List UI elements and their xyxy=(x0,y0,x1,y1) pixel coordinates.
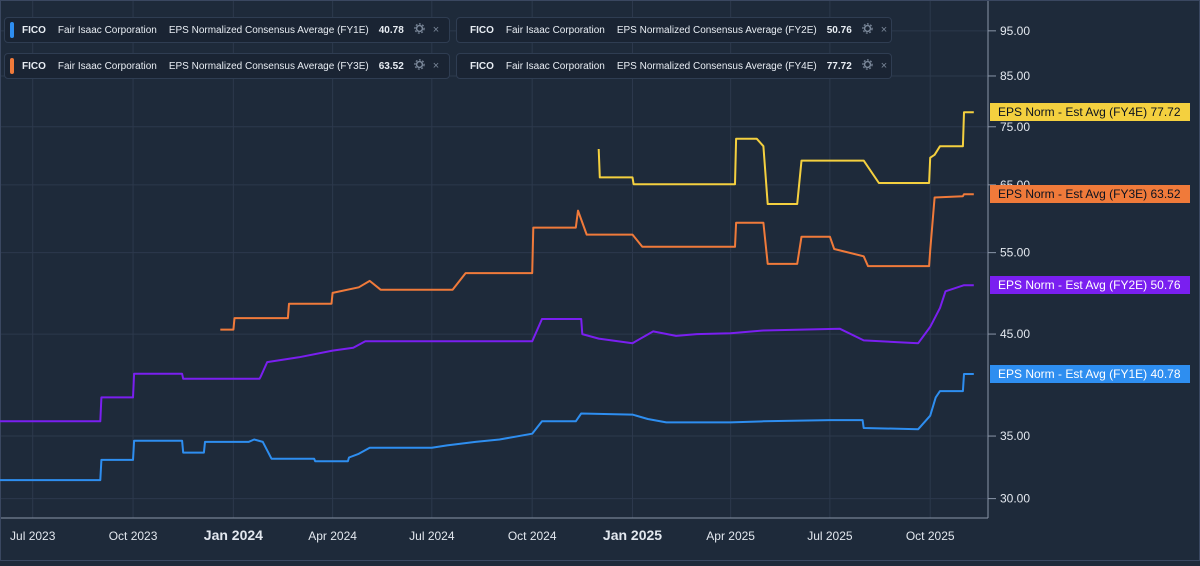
legend-swatch xyxy=(10,58,14,74)
value-tag-label: EPS Norm - Est Avg (FY1E) xyxy=(998,367,1148,382)
close-icon[interactable]: × xyxy=(432,60,440,72)
legend-item-fy1[interactable]: FICO Fair Isaac Corporation EPS Normalized… xyxy=(4,17,450,43)
legend-ticker: FICO xyxy=(470,24,494,36)
legend-ticker: FICO xyxy=(22,60,46,72)
legend-value: 50.76 xyxy=(826,24,852,36)
value-tag-fy3: EPS Norm - Est Avg (FY3E) 63.52 xyxy=(990,185,1190,204)
legend-metric: EPS Normalized Consensus Average (FY1E) xyxy=(168,24,369,36)
value-tag-label: EPS Norm - Est Avg (FY2E) xyxy=(998,278,1148,293)
legend-item-fy4[interactable]: FICO Fair Isaac Corporation EPS Normalized… xyxy=(456,53,892,79)
y-tick-label: 95.00 xyxy=(1000,24,1030,38)
x-tick-label: Oct 2025 xyxy=(906,529,955,543)
legend-value: 77.72 xyxy=(826,60,852,72)
x-tick-label: Jul 2023 xyxy=(10,529,56,543)
value-tag-value: 77.72 xyxy=(1150,105,1181,120)
legend-company: Fair Isaac Corporation xyxy=(505,60,605,72)
gear-icon[interactable] xyxy=(414,23,425,37)
legend-item-fy3[interactable]: FICO Fair Isaac Corporation EPS Normalized… xyxy=(4,53,450,79)
legend-company: Fair Isaac Corporation xyxy=(57,24,157,36)
x-tick-label: Apr 2025 xyxy=(706,529,755,543)
x-tick-label: Jul 2025 xyxy=(807,529,853,543)
legend-metric: EPS Normalized Consensus Average (FY3E) xyxy=(168,60,369,72)
close-icon[interactable]: × xyxy=(880,24,888,36)
legend-metric: EPS Normalized Consensus Average (FY2E) xyxy=(616,24,817,36)
close-icon[interactable]: × xyxy=(432,24,440,36)
x-tick-label: Apr 2024 xyxy=(308,529,357,543)
x-tick-label: Jan 2025 xyxy=(603,527,662,543)
gear-icon[interactable] xyxy=(862,23,873,37)
legend-item-fy2[interactable]: FICO Fair Isaac Corporation EPS Normalized… xyxy=(456,17,892,43)
series-line-fy3 xyxy=(220,193,974,331)
legend-company: Fair Isaac Corporation xyxy=(505,24,605,36)
legend-swatch xyxy=(10,22,14,38)
value-tag-value: 50.76 xyxy=(1150,278,1181,293)
y-tick-label: 75.00 xyxy=(1000,120,1030,134)
legend-ticker: FICO xyxy=(470,60,494,72)
series-line-fy1 xyxy=(0,373,974,482)
legend-ticker: FICO xyxy=(22,24,46,36)
x-tick-label: Jul 2024 xyxy=(409,529,455,543)
series-line-fy4 xyxy=(597,111,974,205)
value-tag-label: EPS Norm - Est Avg (FY4E) xyxy=(998,105,1148,120)
x-tick-label: Oct 2024 xyxy=(508,529,557,543)
y-tick-label: 55.00 xyxy=(1000,246,1030,260)
gear-icon[interactable] xyxy=(414,59,425,73)
x-tick-label: Oct 2023 xyxy=(109,529,158,543)
value-tag-label: EPS Norm - Est Avg (FY3E) xyxy=(998,187,1148,202)
y-tick-label: 45.00 xyxy=(1000,327,1030,341)
value-tag-value: 40.78 xyxy=(1150,367,1181,382)
y-tick-label: 85.00 xyxy=(1000,69,1030,83)
y-tick-label: 35.00 xyxy=(1000,429,1030,443)
x-tick-label: Jan 2024 xyxy=(204,527,263,543)
legend-value: 63.52 xyxy=(378,60,404,72)
series-line-fy2 xyxy=(0,284,974,423)
gear-icon[interactable] xyxy=(862,59,873,73)
legend-value: 40.78 xyxy=(378,24,404,36)
close-icon[interactable]: × xyxy=(880,60,888,72)
value-tag-fy2: EPS Norm - Est Avg (FY2E) 50.76 xyxy=(990,276,1190,295)
legend-metric: EPS Normalized Consensus Average (FY4E) xyxy=(616,60,817,72)
legend-company: Fair Isaac Corporation xyxy=(57,60,157,72)
value-tag-fy4: EPS Norm - Est Avg (FY4E) 77.72 xyxy=(990,103,1190,122)
y-tick-label: 30.00 xyxy=(1000,492,1030,506)
value-tag-fy1: EPS Norm - Est Avg (FY1E) 40.78 xyxy=(990,365,1190,384)
value-tag-value: 63.52 xyxy=(1150,187,1181,202)
